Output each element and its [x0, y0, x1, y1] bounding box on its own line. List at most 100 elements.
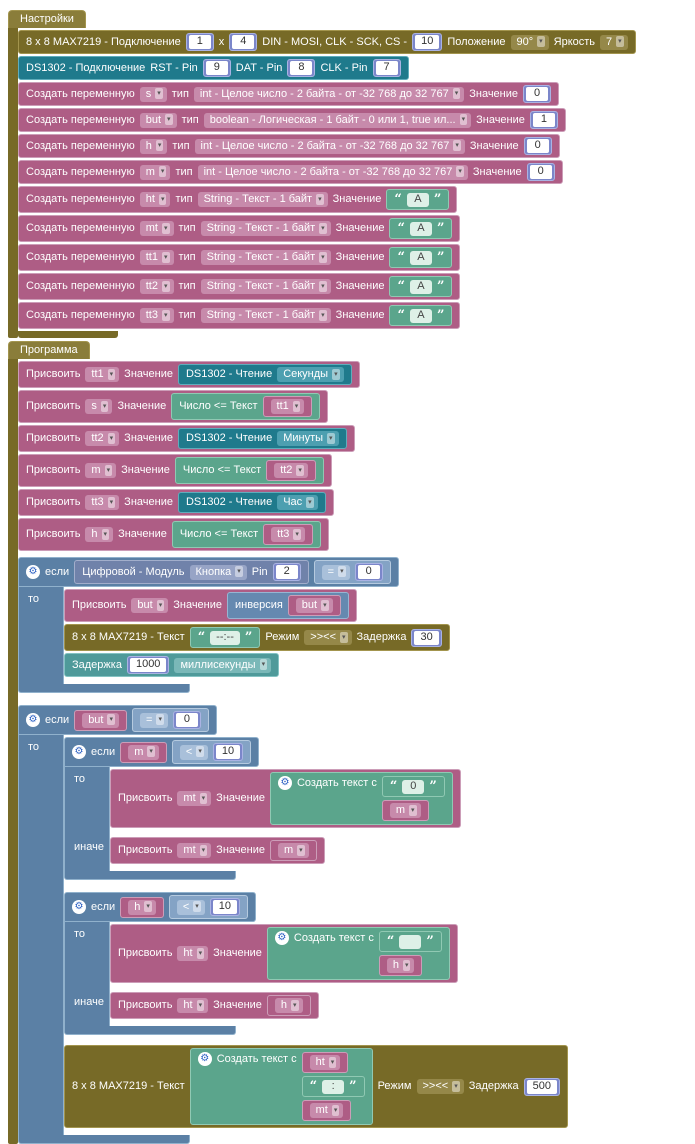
text-input[interactable]: 0: [402, 779, 425, 794]
dropdown-field[interactable]: tt2 ▾: [139, 279, 174, 294]
assign-block[interactable]: Присвоить tt2 ▾ Значение DS1302 - Чтение Мину…: [18, 425, 355, 452]
create-text-block[interactable]: ⚙ Создать текст с “ 0 ” m ▾: [269, 772, 453, 825]
assign-block[interactable]: Присвоить tt1 ▾ Значение DS1302 - Чтение Секу…: [18, 361, 360, 388]
text-input[interactable]: A: [409, 308, 432, 323]
number-input[interactable]: 1: [188, 35, 211, 49]
dropdown-field[interactable]: String - Текст - 1 байт ▾: [197, 192, 328, 207]
variable-block[interactable]: ht ▾: [301, 1052, 349, 1073]
text-block[interactable]: “ A ”: [389, 247, 453, 268]
variable-block[interactable]: m ▾: [269, 840, 317, 861]
assign-block[interactable]: Присвоить tt3 ▾ Значение DS1302 - Чтение Час ▾: [18, 489, 334, 516]
ds1302-read-block[interactable]: DS1302 - Чтение Минуты ▾: [177, 428, 347, 449]
dropdown-field[interactable]: ht ▾: [139, 192, 171, 207]
dropdown-field[interactable]: < ▾: [176, 899, 205, 915]
dropdown-field[interactable]: Минуты ▾: [277, 431, 339, 446]
inversion-block[interactable]: инверсия but ▾: [227, 592, 349, 619]
assign-block[interactable]: Присвоить mt ▾ Значение m ▾: [110, 837, 325, 864]
text-input[interactable]: A: [409, 250, 432, 265]
ds1302-read-block[interactable]: DS1302 - Чтение Секунды ▾: [177, 364, 352, 385]
if-block[interactable]: ⚙ если h ▾ < ▾ 10 то Присвоить ht ▾ Значение ⚙ Создат…: [64, 892, 458, 1035]
text-block[interactable]: “: ”: [301, 1076, 365, 1097]
text-input[interactable]: A: [409, 279, 432, 294]
dropdown-field[interactable]: mt ▾: [177, 843, 212, 858]
settings-tab[interactable]: Настройки: [8, 10, 86, 28]
text-block[interactable]: “ A ”: [389, 305, 453, 326]
max7219-connect-block[interactable]: 8 x 8 MAX7219 - Подключение 1 x 4 DIN - MOSI…: [18, 30, 636, 54]
dropdown-field[interactable]: tt2 ▾: [274, 463, 308, 478]
text-input[interactable]: A: [409, 221, 432, 236]
text-input[interactable]: [399, 934, 422, 949]
if-block[interactable]: ⚙ если Цифровой - Модуль Кнопка ▾ Pin 2 = ▾ 0 то Пр…: [18, 557, 450, 693]
variable-block[interactable]: tt1 ▾: [262, 396, 313, 417]
variable-block[interactable]: tt3 ▾: [263, 524, 313, 545]
assign-block[interactable]: Присвоить mt ▾ Значение ⚙ Создать текст с “0” m…: [110, 769, 461, 828]
dropdown-field[interactable]: String - Текст - 1 байт ▾: [200, 221, 331, 236]
dropdown-field[interactable]: boolean - Логическая - 1 байт - 0 или 1,…: [203, 112, 472, 128]
number-input[interactable]: 4: [232, 35, 255, 49]
number-input[interactable]: 9: [205, 61, 228, 75]
text-block[interactable]: “”: [378, 931, 442, 952]
assign-block[interactable]: Присвоить h ▾ Значение Число <= Текст tt3 ▾: [18, 518, 329, 551]
variable-block[interactable]: mt ▾: [301, 1100, 352, 1121]
create-variable-block[interactable]: Создать переменную tt2 ▾ тип String - Текст …: [18, 273, 461, 300]
number-input[interactable]: 0: [175, 713, 198, 727]
comparison-block[interactable]: < ▾ 10: [171, 740, 252, 764]
text-input[interactable]: A: [406, 192, 429, 207]
dropdown-field[interactable]: String - Текст - 1 байт ▾: [200, 279, 331, 294]
comparison-block[interactable]: = ▾ 0: [313, 560, 391, 584]
dropdown-field[interactable]: tt3 ▾: [85, 495, 120, 510]
digital-module-block[interactable]: Цифровой - Модуль Кнопка ▾ Pin 2: [74, 560, 309, 584]
gear-icon[interactable]: ⚙: [72, 900, 86, 914]
dropdown-field[interactable]: 90° ▾: [510, 34, 549, 50]
text-block[interactable]: “ 0 ”: [381, 776, 445, 797]
create-variable-block[interactable]: Создать переменную tt1 ▾ тип String - Текст …: [18, 244, 461, 271]
gear-icon[interactable]: ⚙: [277, 776, 292, 790]
gear-icon[interactable]: ⚙: [274, 931, 289, 945]
dropdown-field[interactable]: tt1 ▾: [85, 367, 120, 382]
create-variable-block[interactable]: Создать переменную tt3 ▾ тип String - Текст …: [18, 302, 461, 329]
dropdown-field[interactable]: h ▾: [139, 138, 168, 154]
dropdown-field[interactable]: mt ▾: [177, 791, 212, 806]
number-input[interactable]: 10: [212, 900, 238, 914]
number-input[interactable]: 10: [415, 35, 440, 49]
variable-block[interactable]: tt2 ▾: [266, 460, 316, 481]
dropdown-field[interactable]: h ▾: [386, 958, 415, 973]
ds1302-read-block[interactable]: DS1302 - Чтение Час ▾: [177, 492, 326, 513]
variable-block[interactable]: but ▾: [74, 709, 127, 731]
delay-block[interactable]: Задержка 1000 миллисекунды ▾: [64, 653, 280, 677]
create-variable-block[interactable]: Создать переменную m ▾ тип int - Целое число…: [18, 160, 563, 184]
text-input[interactable]: :: [322, 1079, 345, 1094]
dropdown-field[interactable]: int - Целое число - 2 байта - от -32 768…: [193, 86, 465, 102]
dropdown-field[interactable]: m ▾: [389, 803, 421, 818]
dropdown-field[interactable]: int - Целое число - 2 байта - от -32 768…: [197, 164, 468, 180]
dropdown-field[interactable]: Час ▾: [277, 495, 318, 510]
assign-block[interactable]: Присвоить but ▾ Значение инверсия but ▾: [64, 589, 357, 622]
dropdown-field[interactable]: m ▾: [277, 843, 309, 858]
number-input[interactable]: 0: [529, 165, 552, 179]
dropdown-field[interactable]: Кнопка ▾: [189, 564, 247, 580]
dropdown-field[interactable]: = ▾: [321, 564, 350, 580]
dropdown-field[interactable]: m ▾: [128, 744, 159, 760]
assign-block[interactable]: Присвоить s ▾ Значение Число <= Текст tt1 ▾: [18, 390, 329, 423]
number-from-text-block[interactable]: Число <= Текст tt2 ▾: [174, 457, 324, 484]
if-block[interactable]: ⚙ если m ▾ < ▾ 10 то Присвоить mt ▾ Значение ⚙ Создат…: [64, 737, 461, 880]
dropdown-field[interactable]: String - Текст - 1 байт ▾: [200, 308, 331, 323]
variable-block[interactable]: m ▾: [381, 800, 429, 821]
number-input[interactable]: 0: [526, 87, 548, 101]
assign-block[interactable]: Присвоить ht ▾ Значение ⚙ Создать текст с “” h ▾: [110, 924, 458, 983]
dropdown-field[interactable]: tt3 ▾: [139, 308, 174, 323]
gear-icon[interactable]: ⚙: [72, 745, 86, 759]
number-input[interactable]: 2: [275, 565, 298, 579]
gear-icon[interactable]: ⚙: [26, 565, 40, 579]
dropdown-field[interactable]: m ▾: [139, 164, 171, 180]
dropdown-field[interactable]: mt ▾: [139, 221, 174, 236]
dropdown-field[interactable]: but ▾: [131, 598, 169, 613]
dropdown-field[interactable]: but ▾: [139, 112, 177, 128]
dropdown-field[interactable]: < ▾: [179, 744, 208, 760]
comparison-block[interactable]: = ▾ 0: [132, 708, 209, 732]
dropdown-field[interactable]: tt1 ▾: [139, 250, 174, 265]
create-text-block[interactable]: ⚙ Создать текст с “” h ▾: [266, 927, 450, 980]
variable-block[interactable]: h ▾: [266, 995, 311, 1016]
dropdown-field[interactable]: tt2 ▾: [85, 431, 120, 446]
dropdown-field[interactable]: >><< ▾: [304, 630, 352, 645]
